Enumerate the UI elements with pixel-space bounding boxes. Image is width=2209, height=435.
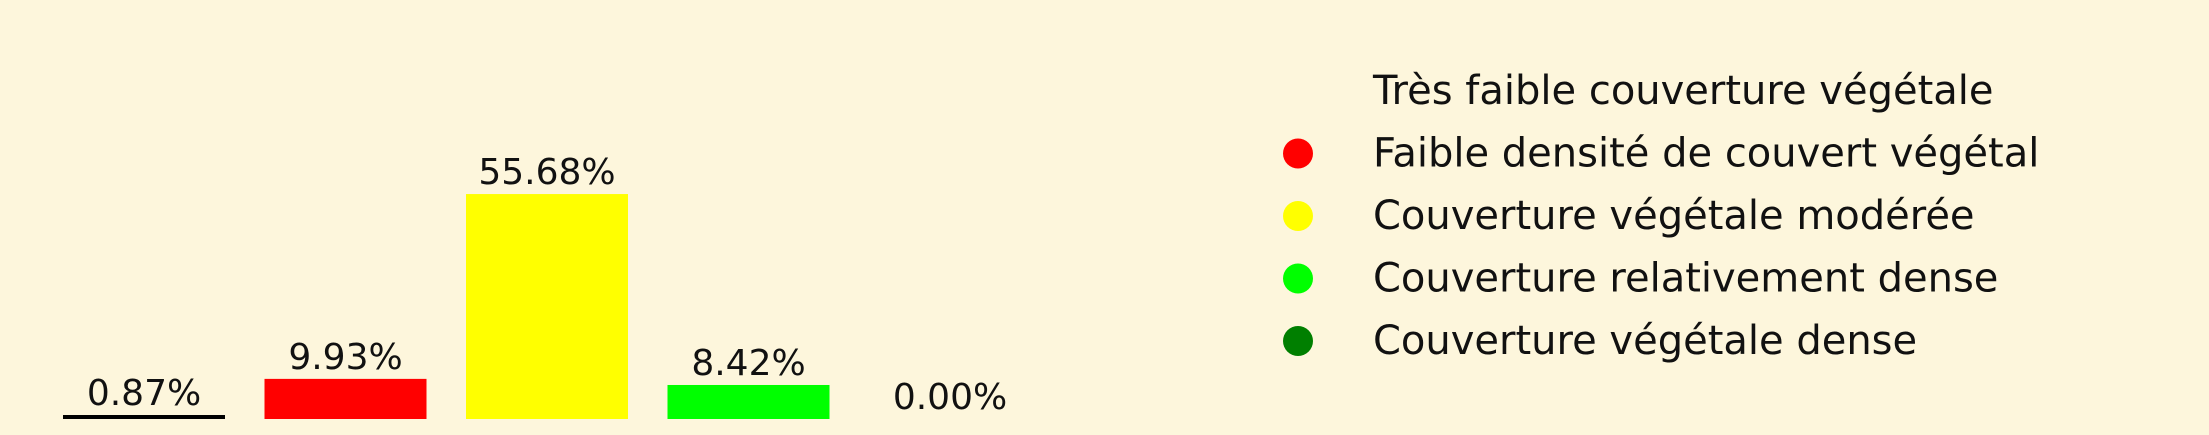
bar-2 — [264, 378, 427, 419]
legend-label-1: Très faible couverture végétale — [1372, 68, 1994, 114]
bar-value-label-3: 55.68% — [478, 152, 615, 193]
bar-4 — [667, 384, 830, 419]
legend-item-5: Couverture végétale dense — [1283, 318, 1917, 364]
legend-item-1: Très faible couverture végétale — [1372, 68, 1994, 114]
legend-label-2: Faible densité de couvert végétal — [1373, 131, 2039, 177]
bar-value-label-4: 8.42% — [691, 343, 805, 384]
legend-marker-2 — [1283, 138, 1313, 169]
legend: Très faible couverture végétale Faible de… — [1283, 68, 2039, 364]
bar-value-label-2: 9.93% — [288, 337, 402, 378]
legend-label-5: Couverture végétale dense — [1373, 318, 1917, 364]
legend-marker-4 — [1283, 263, 1313, 294]
legend-item-3: Couverture végétale modérée — [1283, 193, 1975, 239]
bar-1 — [63, 415, 225, 419]
bars-layer — [63, 194, 830, 419]
bar-3 — [466, 194, 628, 419]
legend-label-3: Couverture végétale modérée — [1373, 193, 1975, 239]
legend-item-4: Couverture relativement dense — [1283, 256, 1998, 302]
bar-value-label-5: 0.00% — [893, 377, 1007, 418]
legend-label-4: Couverture relativement dense — [1373, 256, 1998, 302]
bar-value-label-1: 0.87% — [87, 373, 201, 414]
value-labels-layer: 0.87% 9.93% 55.68% 8.42% 0.00% — [87, 152, 1007, 418]
legend-item-2: Faible densité de couvert végétal — [1283, 131, 2039, 177]
legend-marker-5 — [1283, 326, 1313, 356]
legend-marker-3 — [1283, 201, 1313, 231]
